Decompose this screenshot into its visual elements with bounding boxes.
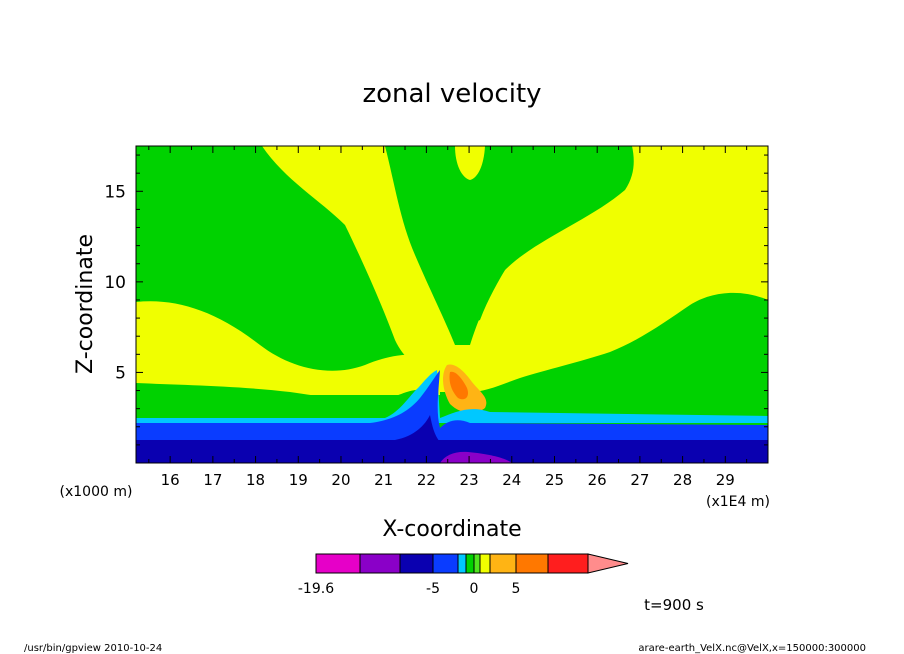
x-tick-label: 24 — [502, 471, 521, 489]
yellow-center-region — [262, 146, 768, 392]
x-tick-label: 21 — [374, 471, 393, 489]
green-right-lower — [470, 360, 768, 418]
colorbar-segment — [489, 553, 517, 574]
x-tick-label: 27 — [630, 471, 649, 489]
colorbar-tick-label: 0 — [470, 581, 479, 597]
x-tick-label: 26 — [588, 471, 607, 489]
footer-left: /usr/bin/gpview 2010-10-24 — [24, 643, 162, 654]
colorbar-segment — [473, 553, 481, 574]
x-tick-label: 19 — [289, 471, 308, 489]
colorbar-segment — [479, 553, 491, 574]
y-tick-label: 15 — [104, 182, 126, 202]
colorbar-segment — [359, 553, 401, 574]
colorbar: -19.6 -5 0 5 — [298, 553, 629, 597]
colorbar-segment — [465, 553, 475, 574]
colorbar-segment — [457, 553, 467, 574]
cyan-layer — [136, 370, 768, 423]
purple-pocket — [440, 451, 512, 463]
x-tick-label: 29 — [716, 471, 735, 489]
blue-layer — [136, 370, 768, 440]
colorbar-tick-label: -5 — [426, 581, 440, 597]
dark-blue-layer — [136, 440, 768, 463]
x-axis-title: X-coordinate — [382, 517, 521, 542]
footer-right: arare-earth_VelX.nc@VelX,x=150000:300000 — [638, 643, 866, 654]
colorbar-arrow — [587, 553, 629, 574]
colorbar-segment — [315, 553, 361, 574]
dark-orange-jet — [449, 371, 468, 400]
x-unit-label: (x1E4 m) — [706, 494, 770, 510]
x-tick-label: 25 — [545, 471, 564, 489]
x-tick-label: 22 — [417, 471, 436, 489]
x-tick-label: 18 — [246, 471, 265, 489]
colorbar-segment — [547, 553, 589, 574]
y-tick-label: 10 — [104, 273, 126, 293]
x-tick-label: 16 — [161, 471, 180, 489]
contour-field — [136, 146, 768, 463]
y-unit-label: (x1000 m) — [60, 484, 133, 500]
colorbar-segment — [399, 553, 434, 574]
x-tick-label: 28 — [673, 471, 692, 489]
time-annotation: t=900 s — [644, 596, 704, 614]
y-tick-label: 5 — [115, 363, 126, 383]
y-axis: 5 10 15 — [104, 154, 768, 446]
colorbar-tick-label: 5 — [512, 581, 521, 597]
green-lower-band — [136, 383, 430, 418]
x-tick-label: 20 — [331, 471, 350, 489]
x-axis: 16 17 18 19 20 21 22 23 24 25 26 27 28 29 — [148, 146, 748, 489]
green-center-wedge — [420, 146, 545, 325]
x-tick-label: 17 — [203, 471, 222, 489]
colorbar-segment — [515, 553, 549, 574]
dark-blue-tongue — [395, 415, 440, 442]
plot-frame — [135, 145, 769, 464]
yellow-left-region — [136, 301, 440, 395]
yellow-top-notch — [455, 146, 485, 180]
colorbar-segment — [432, 553, 459, 574]
y-axis-title: Z-coordinate — [73, 234, 98, 374]
chart-title: zonal velocity — [362, 79, 541, 109]
x-tick-label: 23 — [460, 471, 479, 489]
colorbar-tick-label: -19.6 — [298, 581, 334, 597]
